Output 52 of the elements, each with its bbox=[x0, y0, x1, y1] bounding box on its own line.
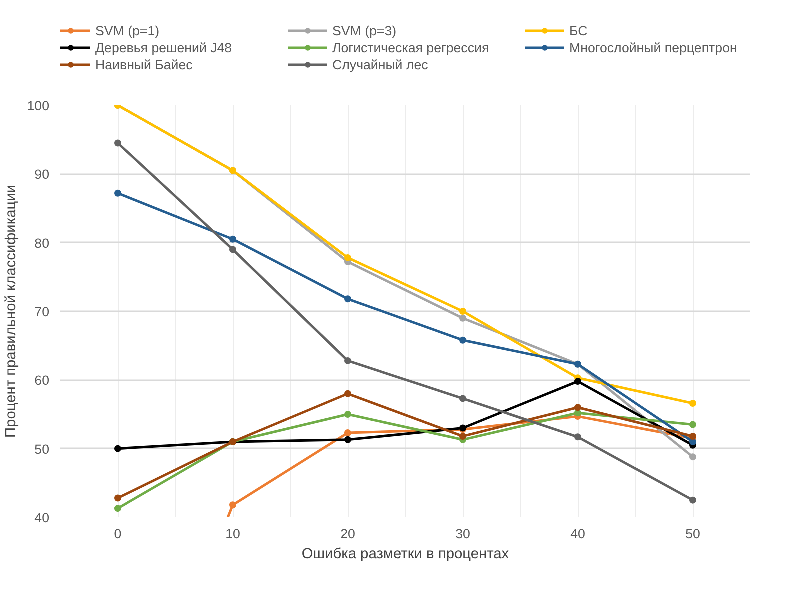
legend-label: SVM (p=1) bbox=[96, 23, 161, 38]
point bbox=[690, 421, 696, 428]
point bbox=[690, 432, 696, 440]
point bbox=[230, 502, 236, 509]
y-tick-label: 50 bbox=[34, 442, 50, 457]
point bbox=[460, 432, 466, 440]
point bbox=[114, 494, 122, 502]
y-tick-label: 60 bbox=[34, 373, 50, 388]
point bbox=[344, 390, 352, 398]
x-tick-label: 40 bbox=[570, 526, 586, 542]
y-tick-label: 40 bbox=[34, 510, 50, 526]
point bbox=[344, 430, 352, 437]
point bbox=[114, 140, 122, 147]
y-tick-label: 70 bbox=[34, 304, 50, 320]
point bbox=[574, 404, 582, 412]
x-tick-label: 20 bbox=[340, 526, 356, 542]
legend-label: БС bbox=[570, 23, 589, 38]
legend-label: Наивный Байес bbox=[96, 57, 194, 72]
legend-label: Логистическая регрессия bbox=[332, 40, 490, 55]
point bbox=[690, 400, 696, 408]
point bbox=[344, 254, 352, 262]
legend-label: SVM (p=3) bbox=[332, 23, 398, 38]
point bbox=[344, 411, 352, 418]
point bbox=[460, 308, 466, 315]
point bbox=[114, 190, 122, 197]
x-axis-title: Ошибка разметки в процентах bbox=[302, 546, 510, 562]
x-tick-label: 10 bbox=[226, 526, 240, 542]
point bbox=[344, 296, 352, 303]
point bbox=[574, 378, 582, 386]
y-tick-label: 100 bbox=[27, 98, 50, 114]
x-tick-label: 0 bbox=[114, 526, 122, 542]
point bbox=[460, 395, 466, 402]
point bbox=[344, 436, 352, 444]
point bbox=[230, 236, 236, 243]
point bbox=[114, 505, 122, 512]
point bbox=[690, 438, 696, 446]
legend-label: Деревья решений J48 bbox=[96, 40, 234, 55]
legend-label: Многослойный перцептрон bbox=[570, 40, 738, 55]
y-axis-title: Процент правильной классификации bbox=[3, 184, 20, 438]
legend-label: Случайный лес bbox=[332, 57, 430, 72]
x-tick-label: 50 bbox=[686, 526, 700, 542]
y-tick-label: 80 bbox=[34, 236, 50, 251]
point bbox=[460, 314, 466, 322]
point bbox=[114, 445, 122, 452]
point bbox=[690, 454, 696, 461]
point bbox=[344, 357, 352, 364]
y-tick-label: 90 bbox=[34, 167, 50, 182]
x-tick-label: 30 bbox=[456, 526, 470, 542]
point bbox=[574, 434, 582, 441]
point bbox=[460, 336, 466, 344]
point bbox=[230, 246, 236, 254]
point bbox=[690, 496, 696, 504]
